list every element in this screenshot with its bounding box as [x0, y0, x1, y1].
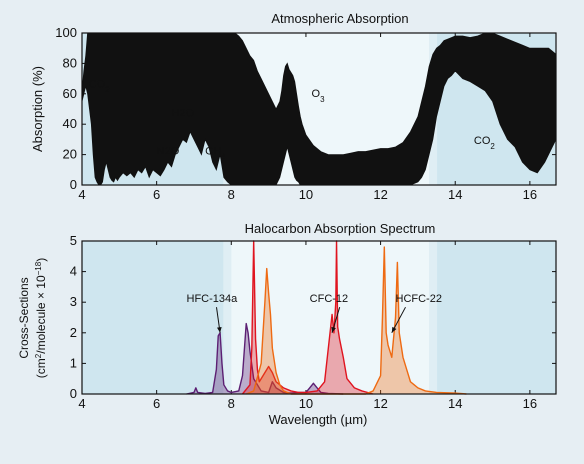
y-tick-label: 2 [70, 325, 77, 340]
x-tick-label: 12 [373, 396, 387, 411]
annotation-n2o: N2O [157, 146, 180, 158]
series-label: HFC-134a [187, 293, 239, 305]
halocarbon-spectrum-panel: Halocarbon Absorption Spectrum Cross-Sec… [17, 221, 557, 427]
arrowhead [331, 326, 336, 333]
x-tick-label: 4 [78, 187, 85, 202]
x-tick-label: 4 [78, 396, 85, 411]
y-tick-label: 4 [70, 264, 77, 279]
y-tick-label: 80 [63, 55, 77, 70]
chart-title: Halocarbon Absorption Spectrum [245, 221, 436, 236]
y-tick-label: 5 [70, 233, 77, 248]
y-tick-label: 40 [63, 116, 77, 131]
annotation-co2: CO2 [89, 79, 111, 95]
annotation-ch4: CH4 [205, 146, 226, 162]
series-hcfc-22 [245, 246, 467, 395]
y-tick-label: 0 [70, 386, 77, 401]
y-axis-units: (cm2/molecule × 10−18) [34, 258, 49, 378]
plot-frame [81, 240, 557, 395]
window-edge-right [429, 241, 438, 394]
y-tick-label: 3 [70, 294, 77, 309]
annotation-h2o: H2O [172, 108, 195, 120]
x-axis-label: Wavelength (µm) [269, 412, 368, 427]
x-tick-label: 16 [523, 396, 537, 411]
x-tick-label: 14 [448, 187, 462, 202]
chart-title: Atmospheric Absorption [271, 11, 408, 26]
x-tick-label: 8 [228, 396, 235, 411]
y-tick-label: 100 [55, 25, 77, 40]
series-cfc-12 [241, 240, 374, 395]
y-axis-label: Absorption (%) [30, 66, 45, 152]
y-tick-label: 20 [63, 147, 77, 162]
arrowhead [391, 326, 397, 333]
x-tick-label: 8 [228, 187, 235, 202]
x-tick-label: 10 [299, 187, 313, 202]
series-hfc-134a [186, 322, 344, 395]
x-tick-label: 16 [523, 187, 537, 202]
annotation-co2: CO2 [474, 135, 496, 151]
x-tick-label: 14 [448, 396, 462, 411]
plot-frame [81, 32, 557, 186]
x-tick-label: 6 [153, 187, 160, 202]
arrowhead [217, 327, 222, 333]
series-label: CFC-12 [310, 293, 349, 305]
y-tick-label: 0 [70, 177, 77, 192]
y-axis-label: Cross-Sections [17, 277, 31, 358]
y-tick-label: 60 [63, 86, 77, 101]
series-label: HCFC-22 [396, 293, 442, 305]
x-tick-label: 6 [153, 396, 160, 411]
atmospheric-absorption-panel: Atmospheric Absorption Absorption (%) 4 6… [30, 11, 557, 202]
x-tick-label: 10 [299, 396, 313, 411]
y-tick-label: 1 [70, 355, 77, 370]
window-edge-left [223, 241, 232, 394]
x-tick-label: 12 [373, 187, 387, 202]
